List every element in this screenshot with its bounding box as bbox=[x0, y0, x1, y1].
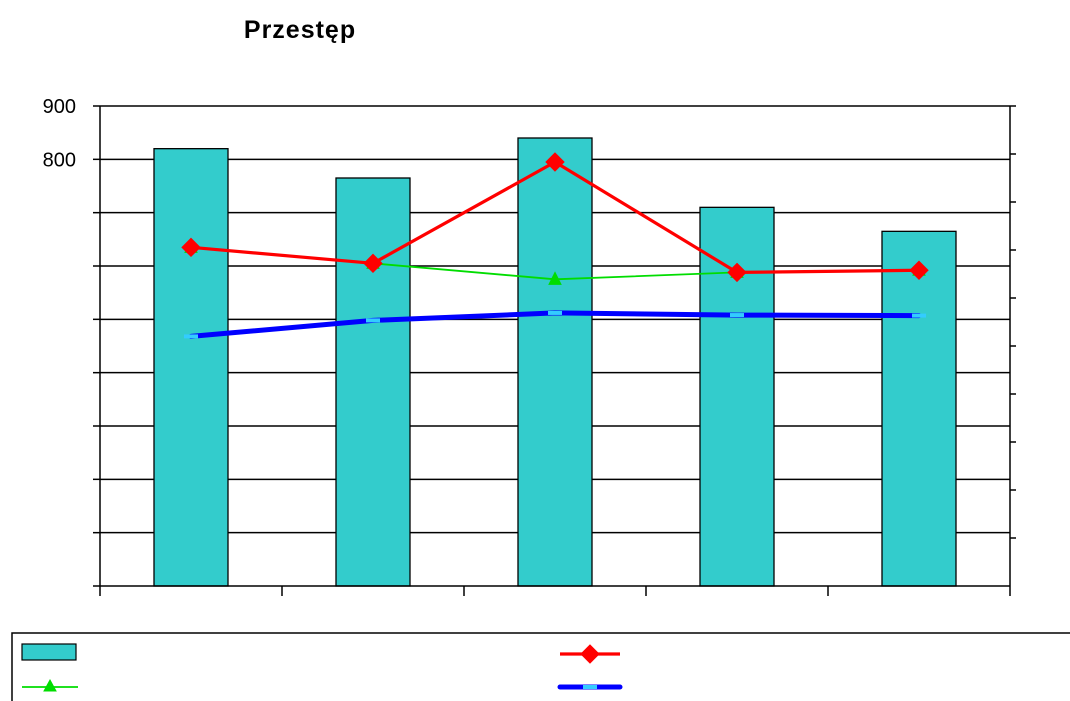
y-tick-label: 800 bbox=[43, 149, 76, 171]
line-series bbox=[181, 152, 929, 339]
diamond-marker bbox=[363, 253, 383, 274]
y-tick-label: 900 bbox=[43, 96, 76, 118]
triangle-marker bbox=[548, 271, 562, 285]
bar bbox=[335, 177, 411, 587]
legend-triangle-marker bbox=[43, 678, 57, 692]
bar bbox=[153, 148, 229, 587]
diamond-marker bbox=[727, 262, 747, 283]
legend-diamond-marker bbox=[580, 644, 600, 664]
bar bbox=[881, 230, 957, 587]
axes: 800 900 bbox=[43, 96, 1016, 596]
chart-title: Przestęp bbox=[244, 16, 356, 44]
bar bbox=[517, 137, 593, 587]
diamond-marker bbox=[909, 260, 929, 280]
diamond-marker bbox=[545, 152, 565, 172]
legend bbox=[11, 632, 1070, 701]
legend-box bbox=[11, 632, 1070, 701]
diamond-marker bbox=[181, 237, 201, 258]
legend-swatch-bar bbox=[21, 643, 77, 661]
